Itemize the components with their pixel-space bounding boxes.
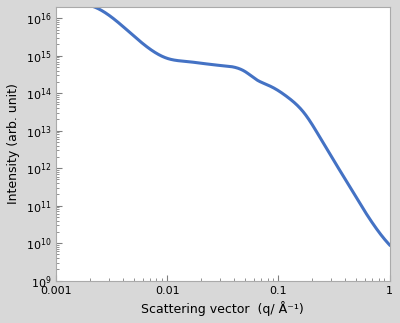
Y-axis label: Intensity (arb. unit): Intensity (arb. unit) xyxy=(7,83,20,204)
X-axis label: Scattering vector  (q/ Å⁻¹): Scattering vector (q/ Å⁻¹) xyxy=(142,301,304,316)
